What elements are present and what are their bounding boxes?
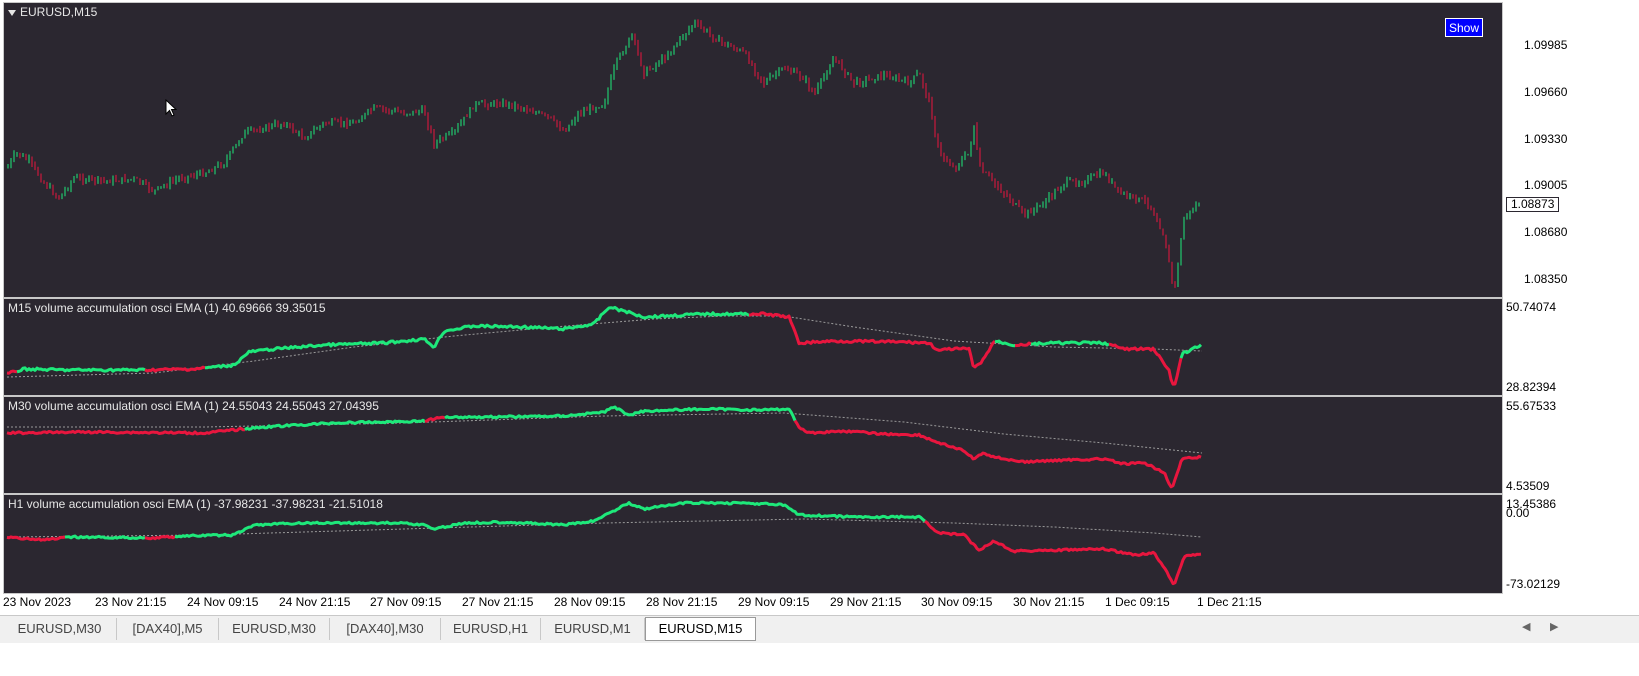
indicator-canvas-h1 [6, 500, 1203, 586]
axis-min-label: 28.82394 [1506, 380, 1557, 394]
indicator-pane-m15[interactable]: M15 volume accumulation osci EMA (1) 40.… [3, 298, 1503, 396]
price-axis[interactable]: 1.09985 1.09660 1.09330 1.09005 1.08873 … [1504, 2, 1639, 298]
chart-tab[interactable]: [DAX40],M5 [117, 618, 219, 640]
time-label: 1 Dec 09:15 [1105, 595, 1170, 609]
time-label: 29 Nov 21:15 [830, 595, 902, 609]
collapse-triangle-icon[interactable] [8, 9, 16, 16]
time-label: 29 Nov 09:15 [738, 595, 810, 609]
current-price-box: 1.08873 [1506, 197, 1560, 212]
price-label: 1.08350 [1524, 272, 1568, 286]
time-label: 30 Nov 09:15 [921, 595, 993, 609]
chart-tab[interactable]: EURUSD,M15 [645, 617, 756, 641]
indicator-axis-m15: 50.74074 28.82394 [1504, 298, 1639, 396]
time-label: 24 Nov 09:15 [187, 595, 259, 609]
indicator-title-h1: H1 volume accumulation osci EMA (1) -37.… [8, 497, 383, 511]
show-button[interactable]: Show [1445, 18, 1483, 37]
tab-scroll-left-icon[interactable]: ◀ [1522, 621, 1531, 633]
axis-min-label: -73.02129 [1506, 577, 1561, 591]
axis-max-label: 50.74074 [1506, 300, 1557, 314]
price-chart-pane[interactable]: EURUSD,M15 Show [3, 2, 1503, 298]
time-label: 1 Dec 21:15 [1197, 595, 1262, 609]
price-chart-canvas [7, 19, 1200, 288]
time-label: 28 Nov 21:15 [646, 595, 718, 609]
indicator-axis-h1: 13.45386 0.00 -73.02129 [1504, 494, 1639, 594]
price-label: 1.09985 [1524, 38, 1568, 52]
chart-tab-bar: ◀ ▶ EURUSD,M30 [DAX40],M5 EURUSD,M30 [DAX40… [0, 615, 1639, 643]
price-label: 1.09330 [1524, 132, 1568, 146]
indicator-canvas-m30 [6, 405, 1203, 489]
mouse-cursor-icon [165, 99, 177, 117]
indicator-title-m15: M15 volume accumulation osci EMA (1) 40.… [8, 301, 326, 315]
time-label: 28 Nov 09:15 [554, 595, 626, 609]
chart-symbol-title[interactable]: EURUSD,M15 [8, 5, 97, 19]
chart-tab[interactable]: EURUSD,M30 [3, 618, 117, 640]
axis-zero-label: 0.00 [1506, 506, 1530, 520]
tab-scroll-right-icon[interactable]: ▶ [1550, 621, 1559, 633]
price-label: 1.09005 [1524, 178, 1568, 192]
indicator-pane-m30[interactable]: M30 volume accumulation osci EMA (1) 24.… [3, 396, 1503, 494]
time-label: 24 Nov 21:15 [279, 595, 351, 609]
indicator-title-m30: M30 volume accumulation osci EMA (1) 24.… [8, 399, 379, 413]
time-axis[interactable]: 23 Nov 2023 23 Nov 21:15 24 Nov 09:15 24 No… [0, 594, 1504, 614]
time-label: 23 Nov 21:15 [95, 595, 167, 609]
time-label: 27 Nov 09:15 [370, 595, 442, 609]
axis-max-label: 13.45386 [1506, 497, 1557, 511]
indicator-canvas-m15 [6, 305, 1203, 386]
chart-symbol-label: EURUSD,M15 [20, 5, 98, 19]
time-label: 23 Nov 2023 [3, 595, 72, 609]
price-label: 1.08680 [1524, 225, 1568, 239]
time-label: 30 Nov 21:15 [1013, 595, 1085, 609]
chart-tab[interactable]: EURUSD,M30 [219, 618, 330, 640]
indicator-axis-m30: 55.67533 4.53509 [1504, 396, 1639, 494]
axis-max-label: 55.67533 [1506, 399, 1557, 413]
axis-min-label: 4.53509 [1506, 479, 1550, 493]
chart-tab[interactable]: [DAX40],M30 [330, 618, 441, 640]
time-label: 27 Nov 21:15 [462, 595, 534, 609]
price-label: 1.09660 [1524, 85, 1568, 99]
indicator-pane-h1[interactable]: H1 volume accumulation osci EMA (1) -37.… [3, 494, 1503, 594]
chart-tab[interactable]: EURUSD,M1 [541, 618, 645, 640]
chart-tab[interactable]: EURUSD,H1 [441, 618, 541, 640]
